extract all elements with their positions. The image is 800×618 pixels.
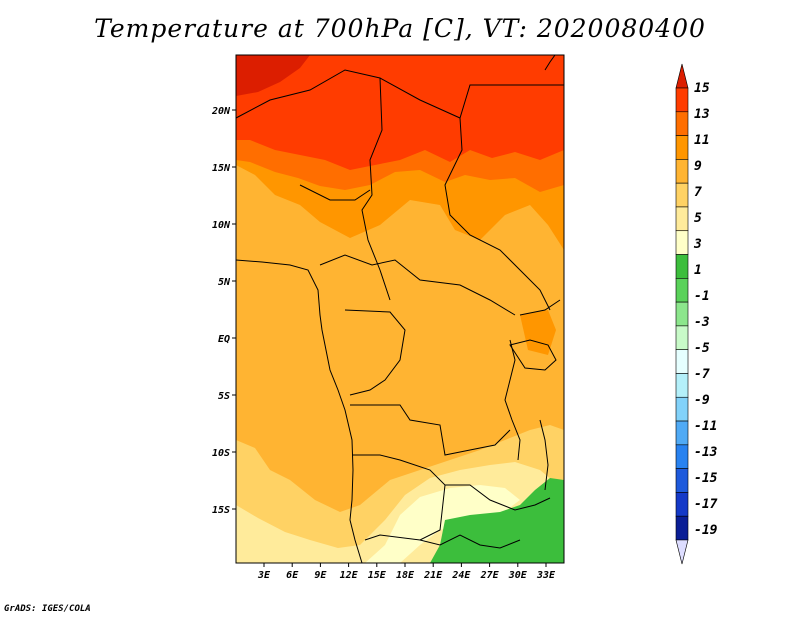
lake-victoria — [509, 339, 557, 371]
lat-label: 20N — [211, 106, 231, 117]
border-chad-niger — [361, 77, 391, 301]
lon-label: 18E — [396, 570, 415, 581]
colorbar-swatch — [675, 182, 689, 208]
lat-label: 5N — [218, 277, 231, 288]
lon-label: 6E — [286, 570, 299, 581]
colorbar-swatch — [675, 230, 689, 255]
border-zambia — [445, 484, 551, 511]
colorbar-label: 3 — [693, 237, 702, 252]
colorbar-label: 15 — [694, 81, 710, 96]
border-congo — [344, 309, 406, 396]
map-frame — [235, 54, 565, 564]
lon-label: 27E — [480, 570, 500, 581]
colorbar-label: -3 — [694, 315, 710, 330]
lon-label: 24E — [451, 570, 471, 581]
lat-label: 5S — [218, 391, 230, 402]
colorbar-label: -5 — [694, 341, 710, 356]
lon-label: 21E — [423, 570, 443, 581]
colorbar-swatch — [675, 396, 689, 422]
colorbar-swatch — [675, 87, 689, 113]
chart-title: Temperature at 700hPa [C], VT: 202008040… — [94, 14, 706, 43]
colorbar: 15 13 11 9 7 5 3 1 -1 -3 -5 -7 -9 -11 -13 -15 -17 -19 — [675, 63, 718, 565]
lat-label: 10S — [212, 448, 230, 459]
band-below-3 — [430, 478, 564, 563]
border-drc-south — [350, 404, 511, 456]
colorbar-top-arrow — [675, 63, 689, 89]
colorbar-swatch — [675, 349, 689, 374]
colorbar-label: 7 — [694, 185, 702, 200]
colorbar-label: -17 — [694, 497, 718, 512]
colorbar-label: 5 — [694, 211, 702, 226]
colorbar-swatch — [675, 468, 689, 493]
colorbar-label: -7 — [694, 367, 710, 382]
colorbar-swatch — [675, 492, 689, 517]
colorbar-swatch — [675, 206, 689, 232]
band-above-15 — [236, 55, 310, 96]
coastline-west — [236, 259, 363, 563]
colorbar-bottom-arrow — [675, 539, 689, 565]
colorbar-label: -1 — [694, 289, 710, 304]
colorbar-swatch — [675, 159, 689, 184]
temperature-field — [236, 55, 564, 563]
lat-label: EQ — [218, 334, 230, 345]
border-botswana — [419, 534, 521, 549]
border-nigeria — [299, 184, 371, 201]
colorbar-swatch — [675, 135, 689, 160]
band-9-11-east — [520, 310, 556, 355]
lake-malawi — [539, 419, 549, 491]
colorbar-swatch — [675, 325, 689, 350]
political-borders — [236, 55, 564, 563]
colorbar-swatch — [675, 420, 689, 446]
colorbar-swatch — [675, 301, 689, 327]
border-car — [319, 254, 516, 316]
band-1-3 — [365, 485, 520, 563]
lon-label: 9E — [314, 570, 327, 581]
colorbar-label: 1 — [694, 263, 702, 278]
colorbar-swatch — [675, 373, 689, 398]
colorbar-label: 9 — [694, 159, 702, 174]
colorbar-label: 13 — [694, 107, 710, 122]
lon-label: 33E — [536, 570, 556, 581]
colorbar-label: -13 — [694, 445, 718, 460]
border-uganda — [519, 299, 561, 316]
colorbar-swatch — [675, 254, 689, 279]
latitude-axis: 20N 15N 10N 5N EQ 5S 10S 15S — [211, 106, 236, 516]
colorbar-swatch — [675, 515, 689, 541]
lon-label: 15E — [368, 570, 387, 581]
border-sudan — [444, 117, 551, 311]
colorbar-label: -15 — [694, 471, 718, 486]
lon-label: 3E — [257, 570, 271, 581]
lat-label: 10N — [212, 220, 231, 231]
band-13-15 — [236, 55, 564, 170]
colorbar-label: -9 — [694, 393, 710, 408]
lat-label: 15N — [212, 163, 231, 174]
colorbar-swatch — [675, 444, 689, 469]
coastline-red-sea — [544, 55, 556, 71]
colorbar-label: 11 — [694, 133, 710, 148]
colorbar-swatch — [675, 278, 689, 303]
colorbar-swatch — [675, 111, 689, 136]
lon-label: 12E — [340, 570, 359, 581]
lat-label: 15S — [212, 505, 230, 516]
credit-text: GrADS: IGES/COLA — [4, 604, 91, 614]
colorbar-label: -11 — [694, 419, 717, 434]
lon-label: 30E — [508, 570, 528, 581]
longitude-axis: 3E 6E 9E 12E 15E 18E 21E 24E 27E 30E 33E — [257, 563, 556, 581]
colorbar-label: -19 — [694, 523, 718, 538]
lake-tanganyika — [504, 339, 521, 461]
